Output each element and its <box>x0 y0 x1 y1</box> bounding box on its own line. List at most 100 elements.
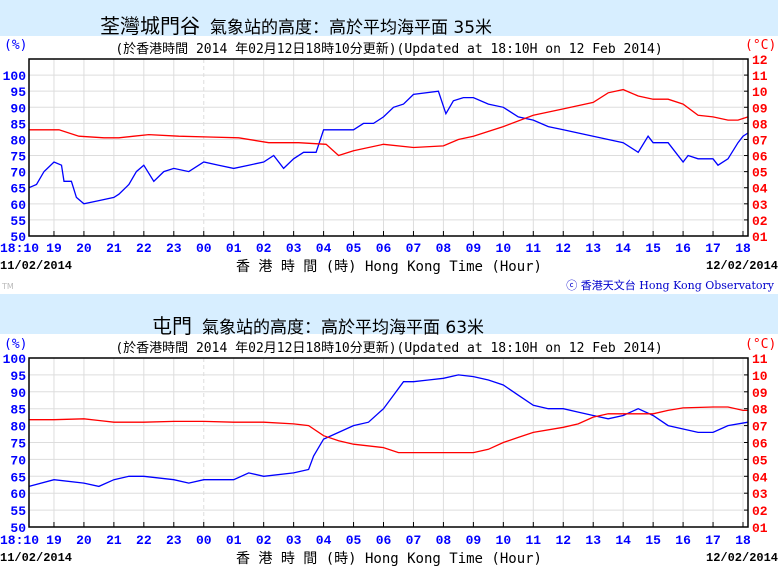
chart2-elevation: 氣象站的高度：高於平均海平面 63米 <box>202 318 485 338</box>
x-tick-label: 19 <box>46 533 62 548</box>
y-left-tick-label: 75 <box>10 437 26 452</box>
y-right-tick-label: 05 <box>752 453 768 468</box>
x-tick-label: 04 <box>316 241 332 256</box>
x-tick-label: 10 <box>496 241 512 256</box>
copyright-link[interactable]: ⓒ 香港天文台 Hong Kong Observatory <box>566 279 774 292</box>
plot-frame <box>28 58 749 237</box>
y-right-tick-label: 04 <box>752 470 768 485</box>
y-right-tick-label: 03 <box>752 198 768 213</box>
x-tick-label: 16 <box>675 241 691 256</box>
y-left-tick-label: 55 <box>10 504 26 519</box>
y-left-tick-label: 100 <box>3 69 27 84</box>
chart1-elevation: 氣象站的高度：高於平均海平面 35米 <box>210 18 493 38</box>
x-tick-label: 11 <box>525 533 541 548</box>
y-right-tick-label: 09 <box>752 386 768 401</box>
y-left-tick-label: 50 <box>10 521 26 536</box>
y-left-tick-label: 60 <box>10 487 26 502</box>
y-right-tick-label: 10 <box>752 369 768 384</box>
chart2-start-date: 11/02/2014 <box>0 551 73 565</box>
chart2-title: 屯門 氣象站的高度：高於平均海平面 63米 <box>152 310 484 339</box>
x-tick-label: 04 <box>316 533 332 548</box>
y-right-tick-label: 08 <box>752 403 768 418</box>
x-tick-label: 18 <box>735 533 751 548</box>
x-tick-label: 15 <box>645 533 661 548</box>
y-left-tick-label: 90 <box>10 386 26 401</box>
y-right-tick-label: 07 <box>752 420 768 435</box>
y-left-tick-label: 50 <box>10 230 26 245</box>
x-tick-label: 16 <box>675 533 691 548</box>
x-tick-label: 13 <box>585 533 601 548</box>
y-left-tick-label: 75 <box>10 150 26 165</box>
x-tick-label: 22 <box>136 241 152 256</box>
y-right-tick-label: 12 <box>752 53 768 68</box>
x-tick-label: 05 <box>346 533 362 548</box>
y-right-tick-label: 06 <box>752 437 768 452</box>
x-tick-label: 08 <box>436 241 452 256</box>
x-tick-label: 18:10 <box>0 533 39 548</box>
x-tick-label: 07 <box>406 241 422 256</box>
y-left-tick-label: 65 <box>10 470 26 485</box>
x-tick-label: 18 <box>735 241 751 256</box>
y-right-tick-label: 04 <box>752 182 768 197</box>
chart2-xlabel: 香 港 時 間 (時) Hong Kong Time (Hour) <box>235 551 542 567</box>
y-left-tick-label: 60 <box>10 198 26 213</box>
x-tick-label: 05 <box>346 241 362 256</box>
y-left-tick-label: 85 <box>10 117 26 132</box>
x-tick-label: 17 <box>705 241 721 256</box>
chart2-left-unit: (%) <box>4 337 28 352</box>
chart2-updated: (於香港時間 2014 年02月12日18時10分更新)(Updated at … <box>115 341 663 356</box>
x-tick-label: 02 <box>256 533 272 548</box>
chart-2: 5055606570758085909510001020304050607080… <box>0 352 768 548</box>
chart2-header-band <box>0 294 778 334</box>
x-tick-label: 07 <box>406 533 422 548</box>
x-tick-label: 23 <box>166 241 182 256</box>
y-left-tick-label: 85 <box>10 403 26 418</box>
x-tick-label: 06 <box>376 241 392 256</box>
x-tick-label: 13 <box>585 241 601 256</box>
x-tick-label: 08 <box>436 533 452 548</box>
x-tick-label: 11 <box>525 241 541 256</box>
temperature-line <box>29 88 749 157</box>
y-left-tick-label: 55 <box>10 214 26 229</box>
x-tick-label: 19 <box>46 241 62 256</box>
chart1-end-date: 12/02/2014 <box>706 259 778 273</box>
y-right-tick-label: 05 <box>752 166 768 181</box>
plot-frame <box>28 357 749 528</box>
chart2-station-name: 屯門 <box>152 314 192 338</box>
chart-1: 5055606570758085909510001020304050607080… <box>0 53 768 256</box>
x-tick-label: 02 <box>256 241 272 256</box>
x-tick-label: 14 <box>615 533 631 548</box>
x-tick-label: 00 <box>196 241 212 256</box>
y-left-tick-label: 65 <box>10 182 26 197</box>
y-right-tick-label: 11 <box>752 69 768 84</box>
x-tick-label: 01 <box>226 241 242 256</box>
x-tick-label: 18:10 <box>0 241 39 256</box>
y-right-tick-label: 02 <box>752 504 768 519</box>
tm-mark: TM <box>2 282 14 291</box>
y-right-tick-label: 08 <box>752 117 768 132</box>
x-tick-label: 12 <box>555 533 571 548</box>
x-tick-label: 09 <box>466 533 482 548</box>
humidity-line <box>28 374 749 488</box>
y-right-tick-label: 07 <box>752 133 768 148</box>
x-tick-label: 14 <box>615 241 631 256</box>
chart1-station-name: 荃灣城門谷 <box>100 14 200 38</box>
x-tick-label: 17 <box>705 533 721 548</box>
x-tick-label: 10 <box>496 533 512 548</box>
chart2-right-unit: (°C) <box>745 337 777 352</box>
y-right-tick-label: 03 <box>752 487 768 502</box>
y-left-tick-label: 90 <box>10 101 26 116</box>
chart1-xlabel: 香 港 時 間 (時) Hong Kong Time (Hour) <box>235 259 542 275</box>
chart1-title: 荃灣城門谷 氣象站的高度：高於平均海平面 35米 <box>100 10 492 39</box>
y-right-tick-label: 09 <box>752 101 768 116</box>
y-right-tick-label: 01 <box>752 230 768 245</box>
x-tick-label: 22 <box>136 533 152 548</box>
x-tick-label: 21 <box>106 533 122 548</box>
y-right-tick-label: 01 <box>752 521 768 536</box>
humidity-line <box>28 90 749 205</box>
x-tick-label: 21 <box>106 241 122 256</box>
x-tick-label: 06 <box>376 533 392 548</box>
y-right-tick-label: 10 <box>752 85 768 100</box>
x-tick-label: 03 <box>286 533 302 548</box>
